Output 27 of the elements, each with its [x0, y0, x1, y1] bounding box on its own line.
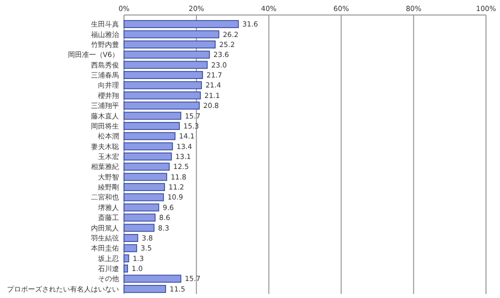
bar [124, 71, 203, 79]
bar [124, 284, 166, 293]
bar [124, 122, 180, 130]
bar [124, 224, 154, 232]
bar [124, 234, 138, 242]
bar [124, 264, 128, 272]
bar [124, 162, 170, 171]
bar [124, 214, 156, 222]
bar [124, 142, 173, 150]
bar [124, 132, 176, 140]
bar [124, 244, 138, 252]
bar [124, 30, 220, 38]
bar [124, 60, 208, 69]
bar [124, 40, 216, 48]
bar [124, 193, 164, 202]
bar [124, 81, 202, 90]
bar [124, 20, 239, 28]
bar [124, 172, 168, 181]
bar [124, 274, 182, 283]
bar [124, 203, 160, 212]
bar [124, 112, 182, 120]
bar [124, 50, 210, 59]
bar [124, 102, 200, 110]
bar [124, 254, 130, 262]
bar [124, 91, 201, 100]
bar [124, 183, 165, 192]
bar [124, 152, 172, 160]
